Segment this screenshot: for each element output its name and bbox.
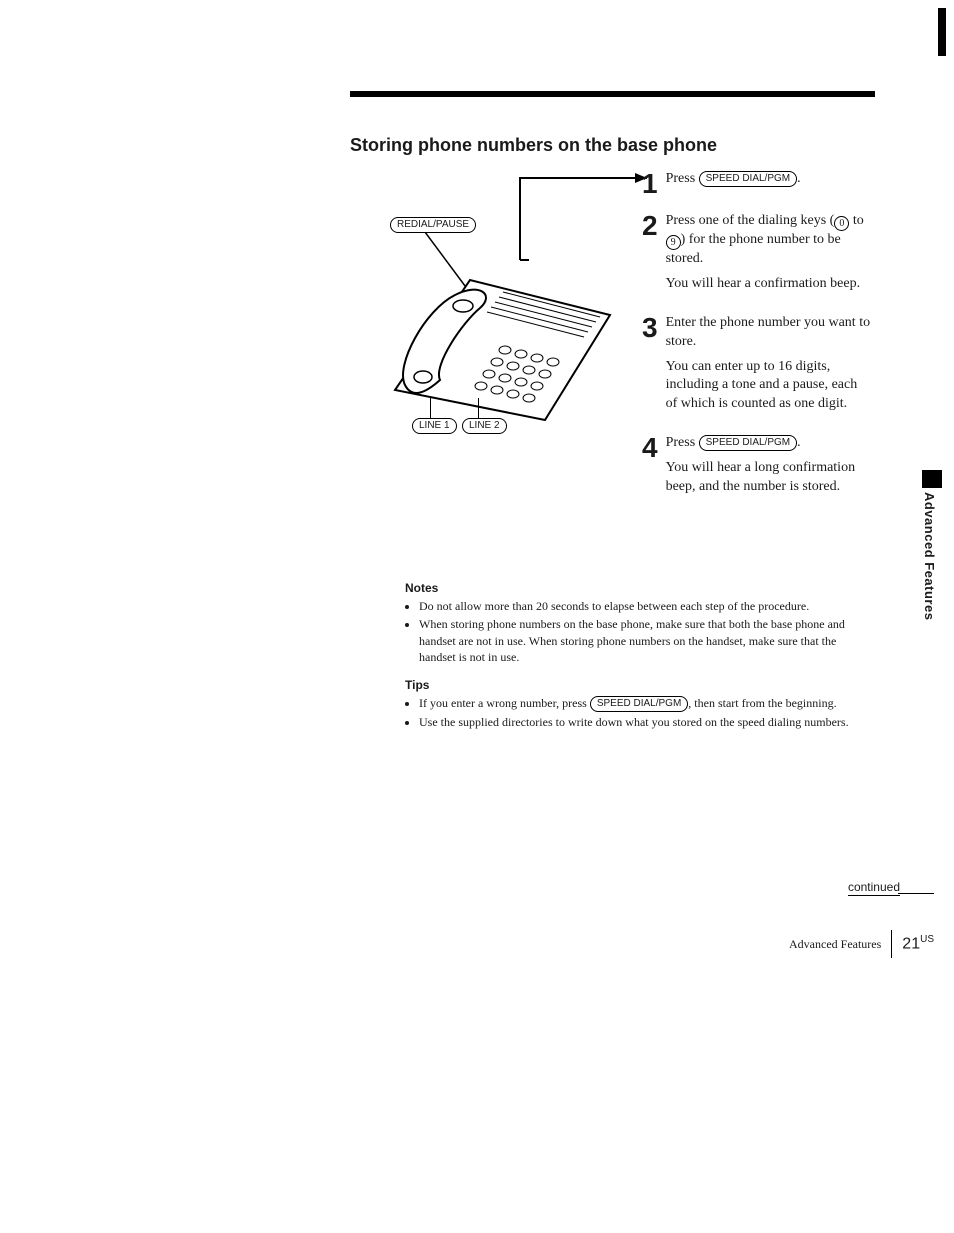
- continued-indicator: continued: [848, 880, 934, 894]
- step-number: 3: [642, 314, 658, 342]
- step-number: 4: [642, 434, 658, 462]
- step-1-text: Press SPEED DIAL/PGM.: [666, 170, 801, 189]
- tip-item: If you enter a wrong number, press SPEED…: [419, 695, 865, 712]
- step-2-text: Press one of the dialing keys (0 to 9) f…: [666, 212, 872, 269]
- section-title: Storing phone numbers on the base phone: [350, 135, 717, 156]
- side-tab: Advanced Features: [922, 470, 942, 620]
- speed-dial-pgm-button-label: SPEED DIAL/PGM: [699, 435, 797, 451]
- notes-list: Do not allow more than 20 seconds to ela…: [405, 598, 865, 665]
- step-2-sub: You will hear a confirmation beep.: [666, 275, 872, 294]
- step-3: 3 Enter the phone number you want to sto…: [642, 314, 872, 420]
- line-1-label: LINE 1: [412, 418, 457, 434]
- footer-separator: [891, 930, 892, 958]
- step-2: 2 Press one of the dialing keys (0 to 9)…: [642, 212, 872, 300]
- key-0-icon: 0: [834, 216, 849, 231]
- line-2-label: LINE 2: [462, 418, 507, 434]
- step-number: 1: [642, 170, 658, 198]
- tips-heading: Tips: [405, 677, 865, 693]
- tips-list: If you enter a wrong number, press SPEED…: [405, 695, 865, 730]
- steps-list: 1 Press SPEED DIAL/PGM. 2 Press one of t…: [642, 170, 872, 517]
- manual-page: Storing phone numbers on the base phone …: [0, 0, 954, 1233]
- speed-dial-pgm-button-label: SPEED DIAL/PGM: [590, 696, 688, 712]
- tab-marker: [922, 470, 942, 488]
- speed-dial-pgm-button-label: SPEED DIAL/PGM: [699, 171, 797, 187]
- step-3-sub: You can enter up to 16 digits, including…: [666, 358, 872, 415]
- key-9-icon: 9: [666, 235, 681, 250]
- side-tab-label: Advanced Features: [922, 492, 937, 620]
- base-phone-drawing: [385, 270, 615, 430]
- step-3-text: Enter the phone number you want to store…: [666, 314, 872, 352]
- step-4: 4 Press SPEED DIAL/PGM. You will hear a …: [642, 434, 872, 503]
- tip-item: Use the supplied directories to write do…: [419, 714, 865, 730]
- line1-leader: [430, 398, 431, 420]
- base-phone-illustration: REDIAL/PAUSE: [350, 170, 630, 455]
- line2-leader: [478, 398, 479, 420]
- step-1: 1 Press SPEED DIAL/PGM.: [642, 170, 872, 198]
- footer-section-label: Advanced Features: [789, 937, 881, 952]
- step-4-sub: You will hear a long confirmation beep, …: [666, 459, 872, 497]
- crop-mark: [938, 8, 946, 56]
- note-item: Do not allow more than 20 seconds to ela…: [419, 598, 865, 614]
- step-4-text: Press SPEED DIAL/PGM.: [666, 434, 872, 453]
- step-number: 2: [642, 212, 658, 240]
- redial-pause-label: REDIAL/PAUSE: [390, 217, 476, 233]
- note-item: When storing phone numbers on the base p…: [419, 616, 865, 665]
- header-rule: [350, 91, 875, 97]
- notes-heading: Notes: [405, 580, 865, 596]
- page-footer: Advanced Features 21US: [789, 930, 934, 958]
- page-number: 21US: [902, 934, 934, 953]
- notes-and-tips: Notes Do not allow more than 20 seconds …: [405, 580, 865, 742]
